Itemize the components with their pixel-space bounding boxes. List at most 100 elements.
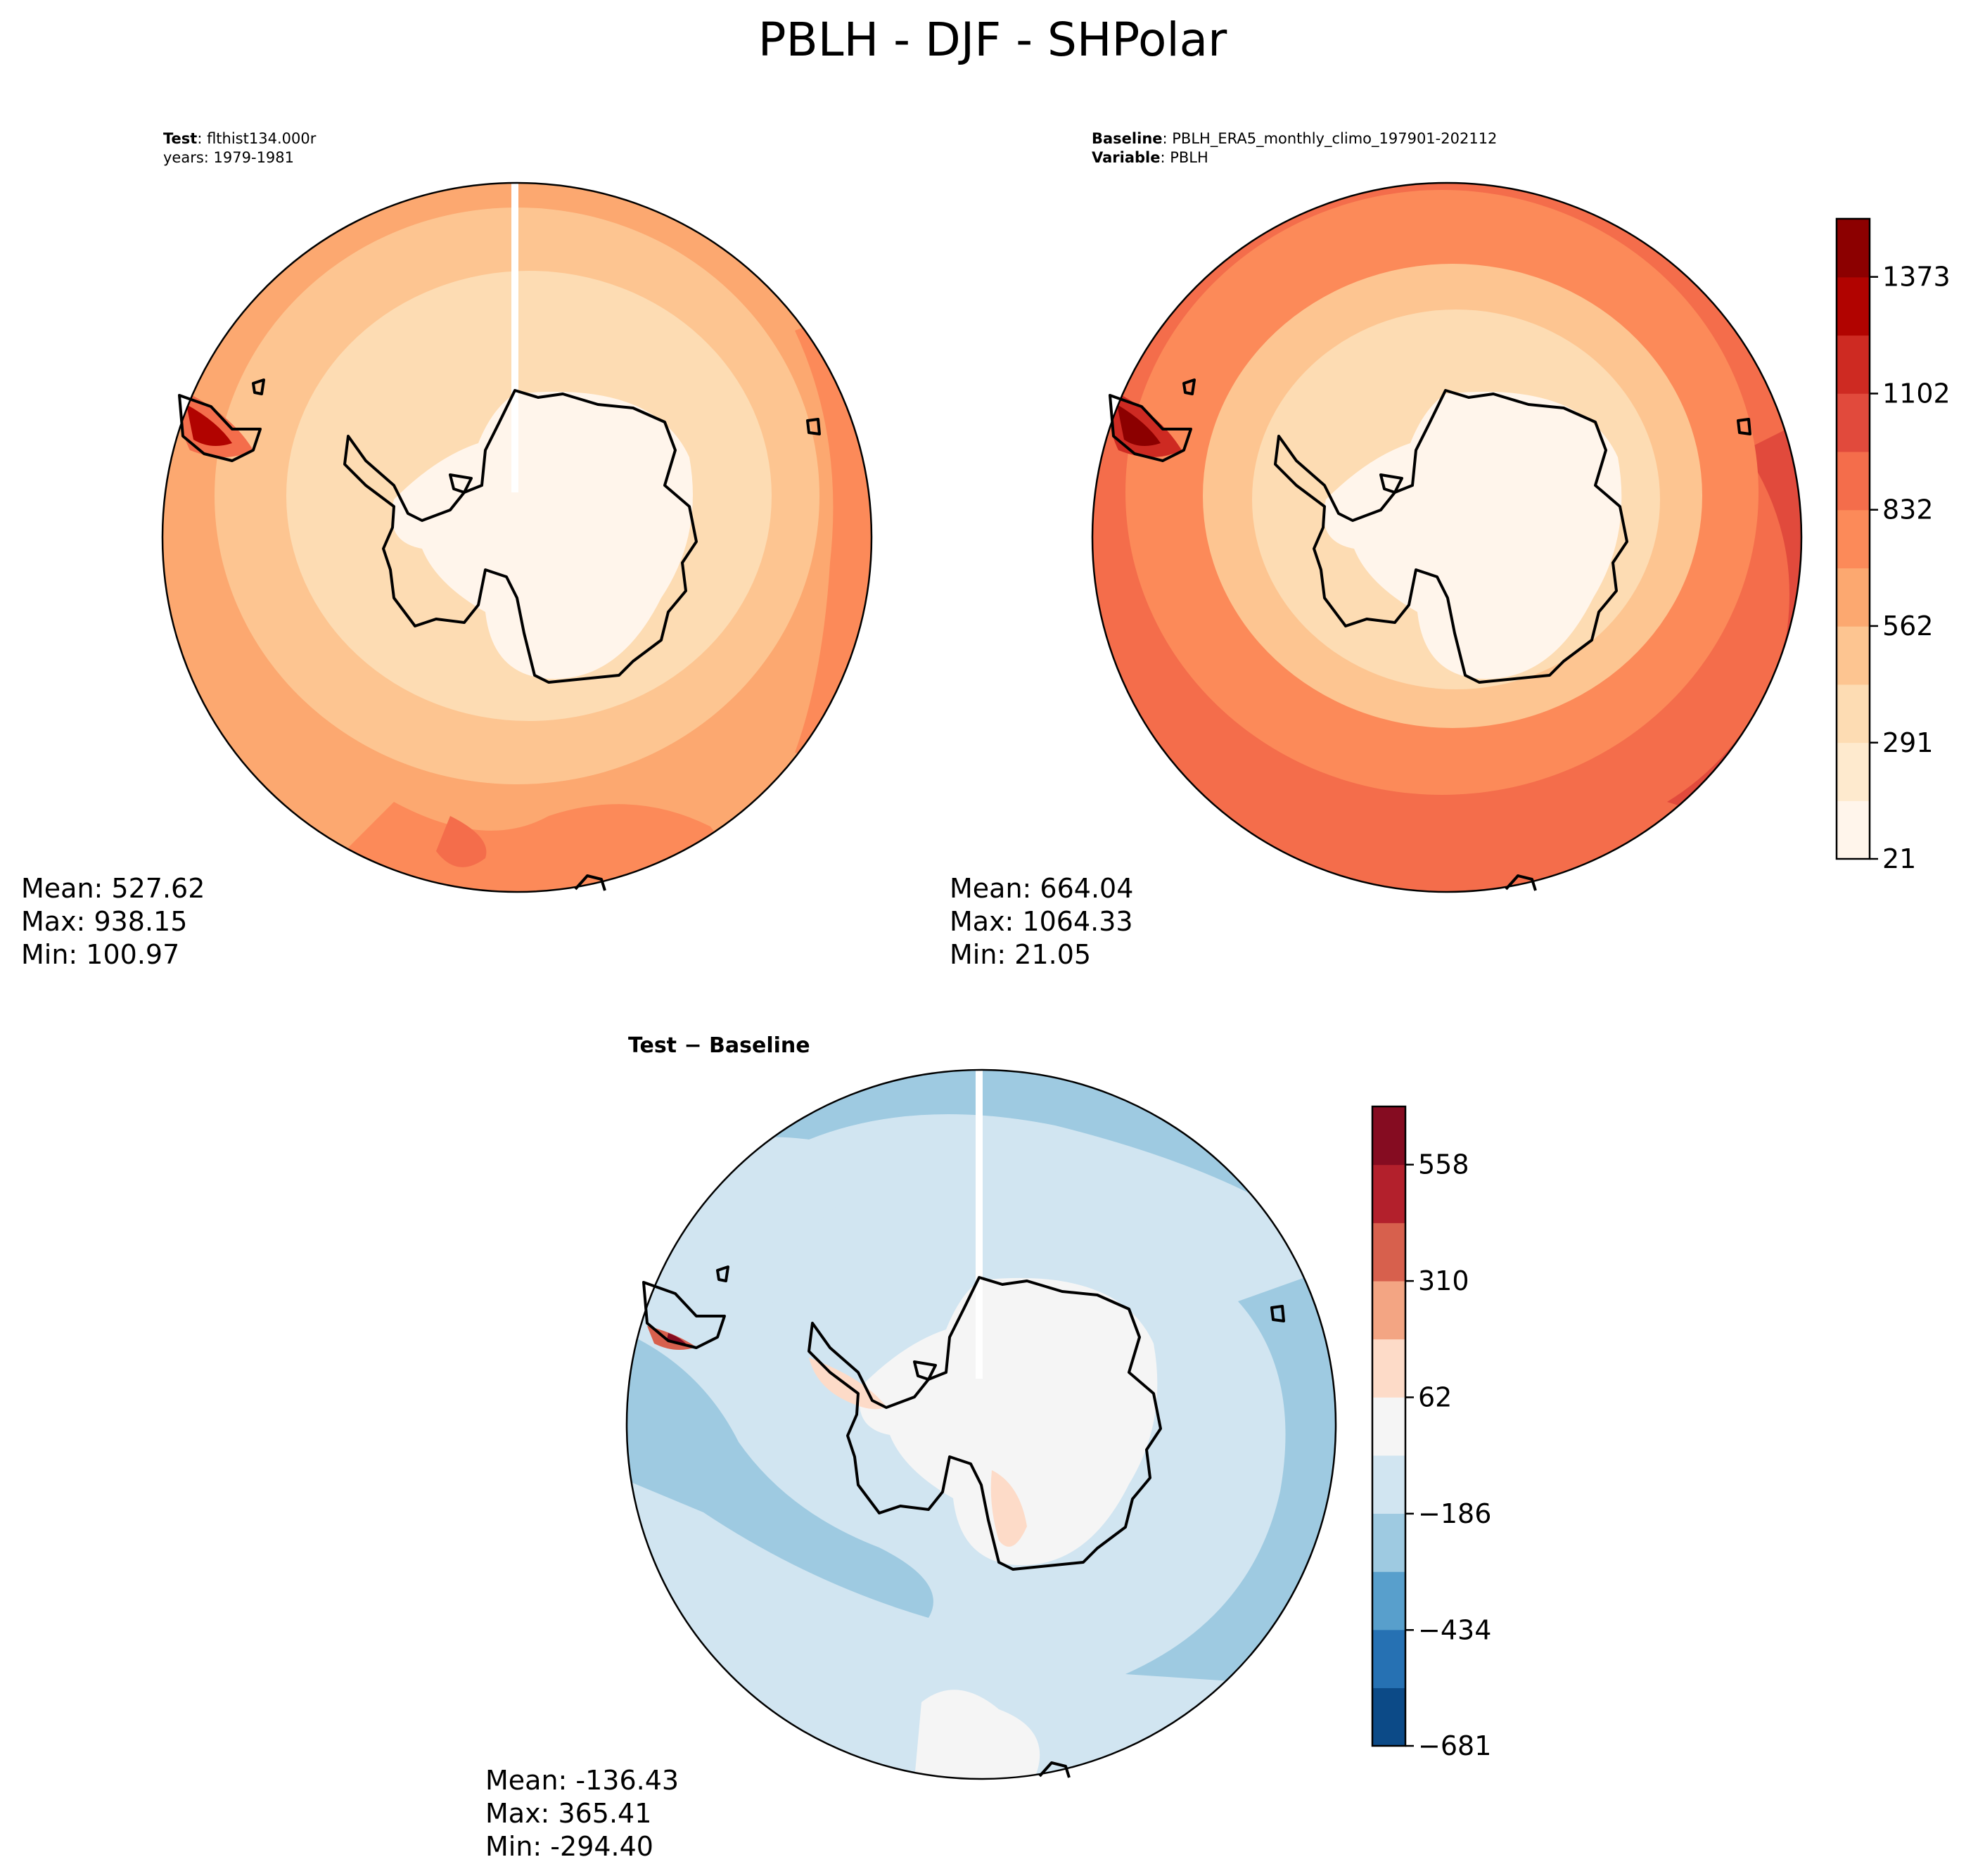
test-header: Test: flthist134.000r years: 1979-1981 — [163, 129, 316, 167]
diff-colorbar: −681 −434 −186 62 310 558 — [1371, 1105, 1491, 1761]
diff-colorbar-color-step — [1372, 1513, 1405, 1572]
diff-colorbar-tick-label: 558 — [1418, 1149, 1469, 1180]
baseline-map-islet-west — [1182, 378, 1196, 395]
diff-map-field — [627, 1070, 1336, 1779]
test-case-name: : flthist134.000r — [197, 130, 317, 147]
diff-stat-max: Max: 365.41 — [485, 1798, 652, 1829]
baseline-map-coastline — [1274, 389, 1628, 684]
baseline-map-field — [1092, 183, 1801, 892]
diff-stat-mean: Mean: -136.43 — [485, 1765, 679, 1796]
baseline-map-islet-east — [1737, 418, 1751, 435]
diff-map — [625, 1068, 1337, 1780]
test-field-peninsula-max — [186, 404, 232, 446]
baseline-colorbar-tick-label: 562 — [1882, 611, 1934, 642]
diff-map-islet-east — [1270, 1305, 1285, 1322]
test-map-boundary — [161, 181, 873, 893]
diff-colorbar-color-step — [1372, 1223, 1405, 1282]
diff-panel-title: Test − Baseline — [628, 1033, 810, 1058]
diff-colorbar-tick-label: −681 — [1418, 1730, 1491, 1761]
baseline-colorbar-color-step — [1837, 568, 1870, 627]
baseline-field-continent — [1323, 391, 1622, 679]
diff-colorbar-tick-label: 310 — [1418, 1265, 1469, 1296]
test-field-south-patch — [436, 816, 487, 867]
diff-map-coastline — [808, 1276, 1162, 1571]
baseline-colorbar-color-step — [1837, 626, 1870, 685]
baseline-map-island — [1379, 473, 1403, 494]
test-field-continent — [391, 391, 693, 679]
diff-colorbar-color-step — [1372, 1397, 1405, 1456]
baseline-colorbar-color-step — [1837, 451, 1870, 511]
diff-colorbar-color-step — [1372, 1571, 1405, 1631]
baseline-colorbar-color-step — [1837, 742, 1870, 801]
baseline-header: Baseline: PBLH_ERA5_monthly_climo_197901… — [1092, 129, 1497, 167]
test-map-islet-west — [252, 378, 265, 395]
diff-colorbar-tick-label: 62 — [1418, 1382, 1452, 1412]
baseline-case-name: : PBLH_ERA5_monthly_climo_197901-202112 — [1162, 130, 1498, 147]
baseline-colorbar-color-step — [1837, 393, 1870, 452]
diff-colorbar-color-step — [1372, 1339, 1405, 1398]
baseline-map — [1091, 181, 1803, 893]
baseline-colorbar-tick-label: 291 — [1882, 727, 1934, 758]
diff-colorbar-color-step — [1372, 1164, 1405, 1223]
diff-colorbar-color-step — [1372, 1280, 1405, 1340]
baseline-stats: Mean: 664.04 Max: 1064.33 Min: 21.05 — [950, 872, 1133, 971]
test-map-seam — [511, 183, 518, 492]
test-stat-min: Min: 100.97 — [21, 939, 180, 970]
diff-colorbar-color-step — [1372, 1455, 1405, 1514]
baseline-colorbar-color-step — [1837, 335, 1870, 394]
diff-colorbar-color-step — [1372, 1687, 1405, 1747]
test-stat-mean: Mean: 527.62 — [21, 873, 205, 904]
test-header-label: Test — [163, 130, 198, 147]
diff-map-coast-south — [1038, 1761, 1071, 1778]
baseline-map-coast-south — [1505, 874, 1537, 891]
test-map-island — [449, 473, 473, 494]
diff-stats: Mean: -136.43 Max: 365.41 Min: -294.40 — [485, 1764, 679, 1863]
baseline-colorbar-color-step — [1837, 509, 1870, 568]
baseline-stat-min: Min: 21.05 — [950, 939, 1092, 970]
test-map — [161, 181, 873, 893]
baseline-variable-value: : PBLH — [1160, 149, 1208, 166]
diff-stat-min: Min: -294.40 — [485, 1831, 653, 1862]
baseline-map-peninsula-coast — [1109, 394, 1192, 462]
baseline-stat-mean: Mean: 664.04 — [950, 873, 1134, 904]
baseline-colorbar-color-step — [1837, 219, 1870, 278]
test-stat-max: Max: 938.15 — [21, 906, 188, 937]
test-map-peninsula-coast — [178, 394, 262, 462]
test-map-islet-east — [806, 418, 821, 435]
diff-field-west-band — [627, 1336, 933, 1618]
diff-colorbar-frame — [1371, 1105, 1407, 1747]
baseline-colorbar-tick-label: 832 — [1882, 494, 1934, 525]
test-map-field — [162, 183, 872, 892]
diff-colorbar-tick-label: −434 — [1418, 1614, 1491, 1645]
baseline-map-boundary — [1091, 181, 1803, 893]
diff-colorbar-color-step — [1372, 1629, 1405, 1688]
baseline-header-label: Baseline — [1092, 130, 1163, 147]
baseline-colorbar-tick-label: 21 — [1882, 843, 1916, 874]
baseline-stat-max: Max: 1064.33 — [950, 906, 1133, 937]
baseline-colorbar-color-step — [1837, 684, 1870, 744]
test-map-coast-south — [574, 874, 606, 891]
baseline-colorbar: 21 291 562 832 1102 1373 — [1835, 217, 1951, 874]
diff-map-boundary — [625, 1068, 1337, 1780]
diff-colorbar-color-step — [1372, 1106, 1405, 1166]
diff-map-seam — [976, 1070, 983, 1379]
baseline-field-peninsula-max — [1117, 404, 1161, 446]
diff-field-east-band — [1125, 1266, 1336, 1688]
baseline-colorbar-tick-label: 1102 — [1882, 378, 1951, 409]
baseline-colorbar-color-step — [1837, 276, 1870, 336]
diff-map-peninsula-coast — [642, 1281, 726, 1349]
figure-title: PBLH - DJF - SHPolar — [758, 13, 1227, 67]
baseline-variable-label: Variable — [1092, 149, 1161, 166]
diff-field-south-patch — [914, 1690, 1040, 1779]
test-map-coastline — [343, 389, 698, 684]
baseline-colorbar-frame — [1835, 217, 1871, 860]
diff-field-continent — [859, 1277, 1158, 1566]
diff-colorbar-tick-label: −186 — [1418, 1498, 1491, 1529]
test-stats: Mean: 527.62 Max: 938.15 Min: 100.97 — [21, 872, 205, 971]
baseline-colorbar-tick-label: 1373 — [1882, 262, 1951, 293]
baseline-colorbar-color-step — [1837, 800, 1870, 860]
diff-map-islet-west — [716, 1265, 729, 1282]
test-years: years: 1979-1981 — [163, 149, 295, 166]
diff-map-island — [913, 1360, 937, 1381]
